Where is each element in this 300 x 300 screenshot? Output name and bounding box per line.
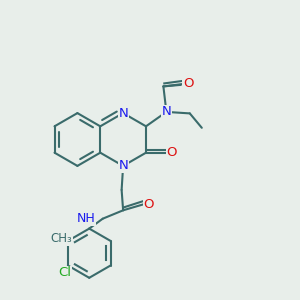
Text: CH₃: CH₃ (50, 232, 72, 245)
Text: Cl: Cl (83, 280, 96, 293)
Text: O: O (144, 198, 154, 211)
Text: O: O (167, 146, 177, 159)
Text: N: N (118, 159, 128, 172)
Text: Cl: Cl (83, 280, 96, 293)
Text: N: N (161, 105, 171, 119)
Text: NH: NH (76, 212, 95, 225)
Text: Cl: Cl (58, 266, 71, 280)
Text: O: O (183, 77, 194, 91)
Text: N: N (118, 106, 128, 120)
